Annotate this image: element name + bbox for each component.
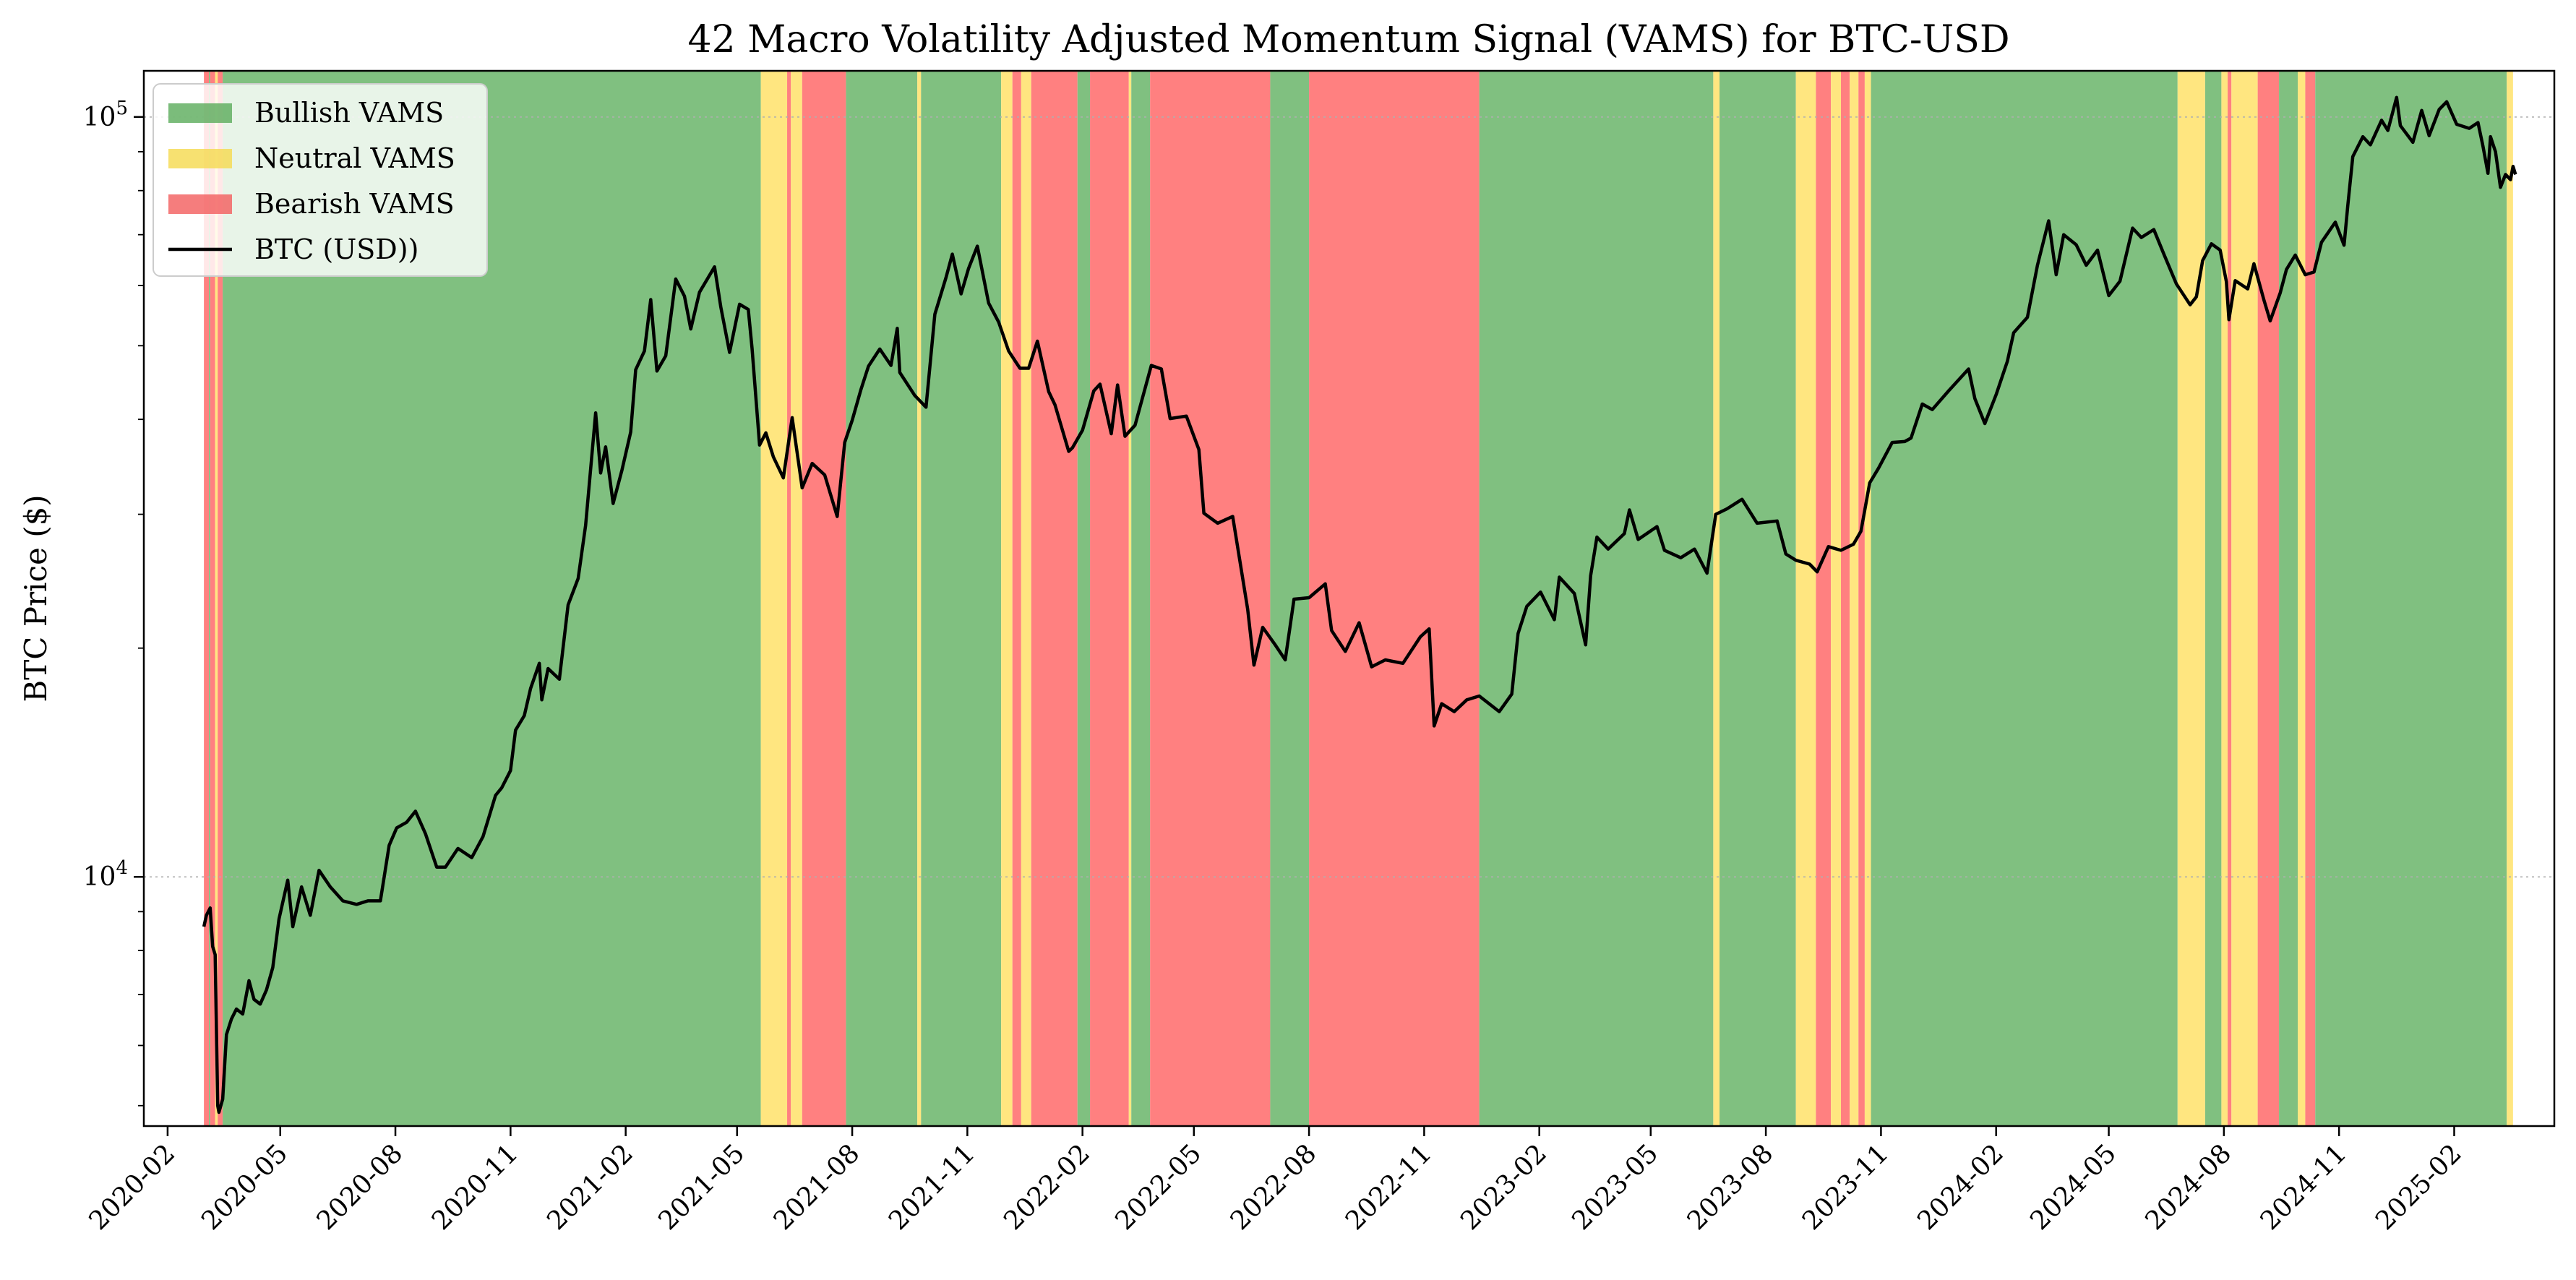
legend-label: BTC (USD)) [254,233,418,265]
regime-band-bullish [2279,71,2298,1126]
regime-band-bullish [1131,71,1151,1126]
regime-band-bullish [209,71,210,1126]
regime-band-bearish [2305,71,2316,1126]
regime-band-bullish [846,71,918,1126]
legend-label: Bullish VAMS [254,97,444,129]
regime-band-bullish [1479,71,1714,1126]
regime-band-bearish [1309,71,1480,1126]
legend-label: Neutral VAMS [254,142,455,174]
regime-band-bullish [921,71,1002,1126]
regime-band-bearish [210,71,215,1126]
chart-title: 42 Macro Volatility Adjusted Momentum Si… [687,18,2009,61]
regime-band-bullish [2204,71,2222,1126]
regime-band-bearish [204,71,210,1126]
regime-band-bullish [1871,71,2178,1126]
regime-band-neutral [791,71,802,1126]
regime-band-bearish [1816,71,1832,1126]
regime-band-bullish [1077,71,1091,1126]
regime-band-neutral [1713,71,1720,1126]
regime-band-bearish [1150,71,1271,1126]
regime-band-neutral [2221,71,2228,1126]
legend-swatch [168,194,232,214]
regime-band-neutral [215,71,218,1126]
regime-band-neutral [1850,71,1859,1126]
regime-band-bearish [802,71,846,1126]
legend-swatch [168,103,232,123]
regime-band-bearish [218,71,223,1126]
regime-band-neutral [760,71,788,1126]
regime-band-neutral [1001,71,1013,1126]
legend-box [153,83,488,277]
regime-band-neutral [2507,71,2513,1126]
regime-band-neutral [1021,71,1031,1126]
regime-band-neutral [1864,71,1871,1126]
btc-price-line [202,95,2517,1114]
legend-label: Bearish VAMS [254,188,455,220]
regime-band-bearish [2228,71,2232,1126]
regime-band-neutral [1831,71,1841,1126]
plot-frame [142,69,2556,1127]
regime-band-bearish [787,71,791,1126]
legend: Bullish VAMS Neutral VAMS Bearish VAMS BTC … [153,83,488,277]
regime-band-neutral [917,71,922,1126]
price-line-layer [202,95,2517,1114]
legend-swatch [168,149,232,168]
regime-band-bearish [1841,71,1850,1126]
regime-band-bullish [2315,71,2507,1126]
regime-band-neutral [2298,71,2306,1126]
y-axis-label: BTC Price ($) [18,494,53,702]
regime-band-bearish [1012,71,1021,1126]
regime-band-bearish [1090,71,1129,1126]
regime-band-neutral [2231,71,2258,1126]
regime-band-neutral [1128,71,1132,1126]
regime-band-neutral [1795,71,1816,1126]
regime-band-neutral [2177,71,2205,1126]
regime-band-bearish [1858,71,1865,1126]
regime-bands [204,71,2513,1126]
regime-band-bearish [1031,71,1078,1126]
regime-band-bearish [2257,71,2280,1126]
regime-band-bullish [1720,71,1796,1126]
